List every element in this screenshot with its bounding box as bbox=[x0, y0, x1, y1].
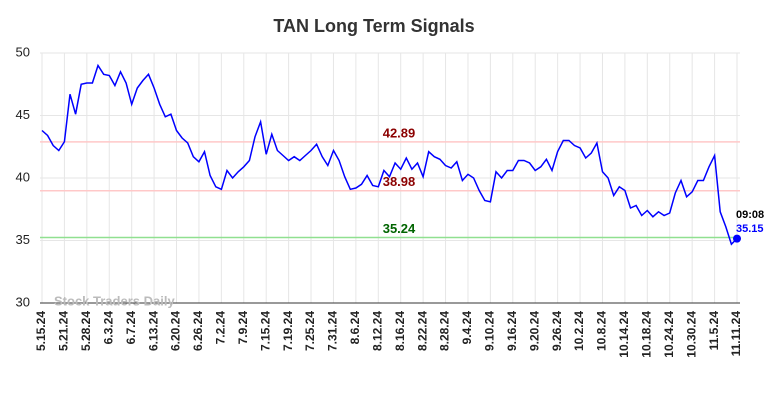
x-tick-label: 10.14.24 bbox=[617, 311, 631, 358]
x-tick-label: 10.2.24 bbox=[572, 311, 586, 351]
x-tick-label: 5.21.24 bbox=[57, 311, 71, 351]
x-tick-label: 11.5.24 bbox=[707, 311, 721, 351]
y-tick-label: 30 bbox=[16, 294, 30, 309]
y-tick-label: 35 bbox=[16, 232, 30, 247]
x-tick-label: 9.26.24 bbox=[550, 311, 564, 351]
signal-label: 35.24 bbox=[383, 221, 416, 236]
x-tick-label: 11.11.24 bbox=[729, 311, 743, 357]
y-tick-label: 40 bbox=[16, 169, 30, 184]
x-tick-label: 5.15.24 bbox=[34, 311, 48, 351]
last-time: 09:08 bbox=[736, 209, 764, 221]
x-tick-label: 8.22.24 bbox=[415, 311, 429, 351]
x-tick-label: 6.20.24 bbox=[169, 311, 183, 351]
x-tick-label: 8.12.24 bbox=[370, 311, 384, 351]
x-tick-label: 7.9.24 bbox=[236, 311, 250, 345]
x-tick-label: 9.4.24 bbox=[460, 311, 474, 345]
x-tick-label: 9.10.24 bbox=[483, 311, 497, 351]
x-tick-label: 9.16.24 bbox=[505, 311, 519, 351]
last-point bbox=[733, 234, 741, 243]
x-tick-label: 6.3.24 bbox=[101, 311, 115, 345]
x-tick-label: 9.20.24 bbox=[527, 311, 541, 351]
price-line bbox=[41, 63, 738, 246]
last-value: 35.15 bbox=[736, 223, 764, 235]
y-tick-label: 50 bbox=[16, 44, 30, 59]
x-tick-label: 7.31.24 bbox=[326, 311, 340, 351]
x-tick-label: 8.28.24 bbox=[438, 311, 452, 351]
x-tick-label: 7.25.24 bbox=[303, 311, 317, 351]
signal-label: 42.89 bbox=[383, 125, 416, 140]
x-tick-label: 10.24.24 bbox=[662, 311, 676, 358]
x-tick-label: 7.15.24 bbox=[258, 311, 272, 351]
x-tick-label: 7.19.24 bbox=[281, 311, 295, 351]
x-tick-label: 7.2.24 bbox=[214, 311, 228, 345]
x-tick-label: 6.26.24 bbox=[191, 311, 205, 351]
y-tick-label: 45 bbox=[16, 107, 30, 122]
x-tick-label: 10.30.24 bbox=[684, 311, 698, 358]
watermark: Stock Traders Daily bbox=[54, 293, 175, 308]
signal-label: 38.98 bbox=[383, 174, 416, 189]
x-tick-label: 8.16.24 bbox=[393, 311, 407, 351]
chart-title: TAN Long Term Signals bbox=[273, 16, 474, 36]
x-tick-label: 8.6.24 bbox=[348, 311, 362, 345]
x-tick-label: 6.13.24 bbox=[146, 311, 160, 351]
x-tick-label: 5.28.24 bbox=[79, 311, 93, 351]
x-tick-label: 10.8.24 bbox=[595, 311, 609, 351]
x-tick-label: 10.18.24 bbox=[639, 311, 653, 358]
x-tick-label: 6.7.24 bbox=[124, 311, 138, 345]
